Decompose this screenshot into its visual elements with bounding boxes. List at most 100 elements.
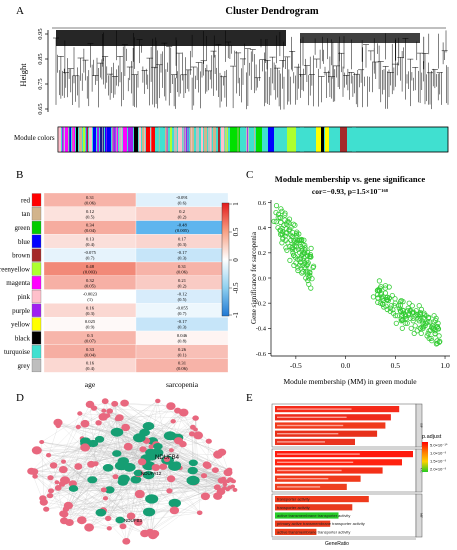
scatter-point xyxy=(286,220,292,226)
module-color-band xyxy=(201,127,203,152)
network-node xyxy=(77,411,83,416)
module-trait-heatmap: red 0.31(0.06)-0.091(0.6)tan 0.12(0.5)0.2(… xyxy=(0,192,229,373)
scatter-point xyxy=(387,305,393,311)
module-colors-bands xyxy=(57,126,449,153)
network-node xyxy=(203,462,212,470)
module-color-band xyxy=(254,127,255,152)
scatter-subtitle: cor=−0.93, p=1.5×10⁻¹⁶⁸ xyxy=(312,187,389,196)
network-node xyxy=(120,399,129,407)
go-bar-term: primary active transmembrane transporter… xyxy=(277,521,365,526)
module-color-band xyxy=(187,127,189,152)
network-node xyxy=(193,431,203,440)
module-color-band xyxy=(146,127,150,152)
network-node xyxy=(60,510,69,518)
go-enrichment-facets: BP CC MF transporter activity transporter ac… xyxy=(271,403,424,540)
scatter-point xyxy=(284,247,290,253)
heatmap-cell-p: (0.06) xyxy=(84,201,96,206)
module-color-band xyxy=(123,127,127,152)
module-color-band xyxy=(142,127,145,152)
heatmap-module-swatch xyxy=(31,262,42,276)
go-bar-term: active transmembrane transporter activit… xyxy=(277,529,350,534)
heatmap-cell-r: 0.32 xyxy=(86,278,95,283)
scatter-point xyxy=(379,301,386,307)
module-color-band xyxy=(105,127,107,152)
scatter-point xyxy=(375,299,381,305)
network-node xyxy=(112,474,119,480)
heatmap-row-label: brown xyxy=(12,252,30,260)
dendrogram-ytick-label: 0.95 xyxy=(37,28,44,39)
module-color-band xyxy=(287,127,296,152)
dendrogram-dense-right xyxy=(300,33,420,43)
heatmap-row-label: purple xyxy=(12,307,30,315)
scatter-point xyxy=(381,304,387,310)
scatter-point xyxy=(379,294,385,300)
scatter-point xyxy=(297,256,303,262)
scatter-point xyxy=(298,259,304,265)
network-node xyxy=(142,422,155,431)
scatter-point xyxy=(295,267,301,274)
network-node xyxy=(98,413,108,421)
network-hub-node xyxy=(147,453,157,461)
module-color-band xyxy=(226,127,227,152)
go-facet-strip xyxy=(415,493,423,538)
network-node xyxy=(80,443,90,452)
colorbar-tick-label: -0.5 xyxy=(232,282,240,294)
go-facet-label: BP xyxy=(420,423,424,427)
scatter-point xyxy=(294,229,300,235)
network-node xyxy=(225,487,231,492)
panel-a: A Cluster Dendrogram Height 0.95 0.85 0.75… xyxy=(14,5,449,153)
scatter-point xyxy=(404,308,411,314)
module-color-band xyxy=(102,127,104,152)
heatmap-module-swatch xyxy=(31,303,42,317)
scatter-point xyxy=(282,233,288,239)
scatter-point xyxy=(376,278,382,284)
network-node xyxy=(46,453,52,458)
module-color-band xyxy=(68,127,70,152)
scatter-ytick-label: 0.2 xyxy=(258,250,266,257)
network-node xyxy=(227,477,233,482)
module-color-band xyxy=(174,127,177,152)
scatter-xtick-label: 0.5 xyxy=(391,361,401,370)
heatmap-cell-r: 0.17 xyxy=(178,236,187,241)
network-node xyxy=(151,464,160,471)
scatter-point xyxy=(428,335,434,341)
go-bar-term-placeholder xyxy=(277,441,325,443)
heatmap-cell-r: 0.31 xyxy=(86,195,95,200)
network-node xyxy=(94,435,105,443)
scatter-point xyxy=(292,222,298,228)
module-color-band xyxy=(183,127,185,152)
go-facet-strip xyxy=(415,403,423,448)
network-node xyxy=(226,467,233,473)
scatter-point xyxy=(399,325,405,331)
scatter-point xyxy=(302,245,308,251)
go-legend-ticks: 5.0×10⁻¹⁰ 1.0×10⁻⁹ 1.5×10⁻⁹ 2.0×10⁻⁹ xyxy=(430,443,448,472)
network-node xyxy=(110,427,124,437)
scatter-ticks: -0.5 0.0 0.5 1.0 0.6 0.4 0.2 0.0 -0.2 -0.4 -0.6 xyxy=(256,200,450,370)
heatmap-module-swatch xyxy=(31,207,42,221)
module-color-band xyxy=(247,127,248,152)
scatter-point xyxy=(310,263,317,269)
scatter-ylabel: Gene significance for sarcopenia xyxy=(250,231,258,324)
heatmap-cell-p: (0.04) xyxy=(84,352,96,357)
go-bar-term-placeholder xyxy=(277,461,354,463)
scatter-point xyxy=(290,221,297,227)
module-color-band xyxy=(241,127,245,152)
dendrogram-branches xyxy=(52,27,449,110)
go-bar-term-placeholder xyxy=(277,478,329,480)
network-node xyxy=(150,530,160,538)
scatter-point xyxy=(299,251,305,257)
heatmap-cell-p: (0.04) xyxy=(84,228,96,233)
network-node xyxy=(101,408,107,413)
dendrogram-ylabel: Height xyxy=(18,63,28,87)
heatmap-cell-p: (0.1) xyxy=(178,352,187,357)
module-color-band xyxy=(268,127,274,152)
go-bar-term-placeholder xyxy=(277,469,342,472)
module-color-band xyxy=(237,127,239,152)
heatmap-module-swatch xyxy=(31,289,42,304)
scatter-point xyxy=(434,323,441,330)
heatmap-cell-r: 0.34 xyxy=(86,223,95,228)
network-node xyxy=(32,474,38,479)
scatter-point xyxy=(282,212,288,218)
scatter-point xyxy=(283,245,289,251)
